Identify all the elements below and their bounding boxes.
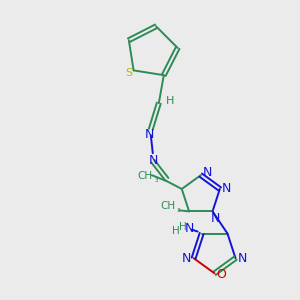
Text: N: N [203,166,212,179]
Text: ₃: ₃ [176,205,180,214]
Text: N: N [149,154,158,167]
Text: N: N [185,222,194,235]
Text: CH: CH [137,171,152,181]
Text: H: H [179,221,187,232]
Text: N: N [222,182,232,196]
Text: S: S [125,68,132,78]
Text: H: H [166,96,174,106]
Text: ₃: ₃ [155,175,159,184]
Text: N: N [238,252,247,265]
Text: H: H [172,226,179,236]
Text: CH: CH [160,201,175,211]
Text: N: N [211,212,220,225]
Text: N: N [182,252,191,265]
Text: O: O [217,268,226,281]
Text: N: N [145,128,154,141]
